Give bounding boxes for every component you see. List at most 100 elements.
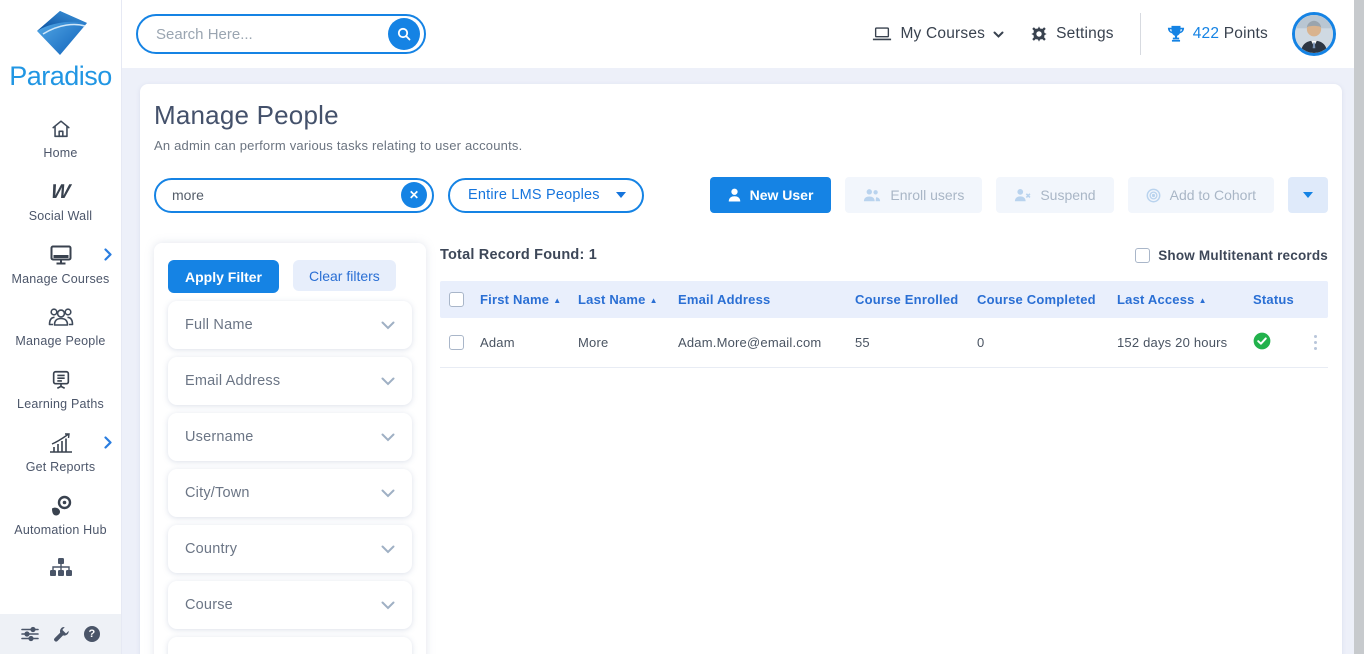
topbar-right: My Courses Settings 422 Points: [872, 12, 1336, 56]
my-courses-menu[interactable]: My Courses: [872, 25, 1004, 43]
sidebar-item-label: Social Wall: [28, 208, 93, 223]
row-menu-icon[interactable]: [1309, 334, 1320, 351]
search-icon: [397, 27, 411, 41]
points-value: 422: [1192, 25, 1220, 42]
multitenant-label: Show Multitenant records: [1158, 247, 1328, 263]
sidebar-item-learning-paths[interactable]: Learning Paths: [0, 359, 121, 422]
filter-section-username[interactable]: Username: [168, 413, 412, 461]
my-courses-label: My Courses: [900, 25, 986, 42]
sidebar-item-label: Get Reports: [25, 459, 96, 474]
results-header: Total Record Found: 1 Show Multitenant r…: [440, 247, 1328, 263]
sidebar-item-home[interactable]: Home: [0, 108, 121, 171]
multitenant-checkbox[interactable]: [1135, 247, 1151, 263]
sidebar-item-social-wall[interactable]: W Social Wall: [0, 171, 121, 234]
sidebar-item-hierarchy[interactable]: [0, 547, 121, 590]
sidebar-item-label: Automation Hub: [14, 522, 107, 537]
sort-asc-icon: ▲: [649, 296, 658, 305]
scope-dropdown[interactable]: Entire LMS Peoples: [448, 177, 644, 213]
clear-filters-button[interactable]: Clear filters: [293, 260, 396, 291]
clear-search-button[interactable]: ✕: [401, 182, 427, 208]
suspend-button[interactable]: Suspend: [996, 177, 1114, 213]
cell-last-name: More: [578, 335, 609, 350]
sitemap-icon: [49, 556, 73, 580]
learning-paths-icon: [50, 368, 72, 392]
sidebar-item-label: Home: [43, 146, 78, 160]
settings-label: Settings: [1056, 25, 1114, 42]
brand-name: Paradiso: [9, 61, 112, 91]
more-actions-button[interactable]: [1288, 177, 1328, 213]
filter-panel-buttons: Apply Filter Clear filters: [168, 260, 412, 293]
manage-courses-icon: [49, 243, 73, 267]
filter-section-label: City/Town: [185, 485, 250, 501]
sidebar-item-label: Manage Courses: [11, 271, 110, 286]
help-icon[interactable]: ?: [84, 626, 100, 642]
row-checkbox[interactable]: [448, 335, 464, 350]
cell-last-access: 152 days 20 hours: [1117, 335, 1228, 350]
settings-menu[interactable]: Settings: [1030, 25, 1114, 43]
results-area: Total Record Found: 1 Show Multitenant r…: [440, 243, 1328, 654]
filter-action-bar: ✕ Entire LMS Peoples New User Enroll use…: [154, 177, 1328, 213]
column-last-name[interactable]: Last Name ▲: [578, 292, 658, 307]
page-scrollbar[interactable]: [1354, 0, 1364, 654]
sidebar-item-manage-courses[interactable]: Manage Courses: [0, 234, 121, 297]
new-user-button[interactable]: New User: [709, 177, 832, 213]
topbar: My Courses Settings 422 Points: [122, 0, 1364, 68]
cohort-icon: [1146, 188, 1161, 202]
filter-panel: Apply Filter Clear filters Full Name Ema…: [154, 243, 426, 654]
people-search-input[interactable]: [172, 187, 401, 203]
global-search: [136, 14, 426, 54]
filter-section-full-name[interactable]: Full Name: [168, 301, 412, 349]
column-email-address[interactable]: Email Address: [678, 292, 771, 307]
select-all-checkbox[interactable]: [448, 292, 464, 307]
caret-down-icon: [616, 192, 626, 198]
users-group-icon: [864, 189, 881, 202]
enroll-users-button[interactable]: Enroll users: [845, 177, 983, 213]
column-course-enrolled[interactable]: Course Enrolled: [855, 292, 959, 307]
table-row[interactable]: Adam More Adam.More@email.com 55 0 152 d…: [440, 318, 1328, 368]
automation-hub-icon: [49, 494, 73, 518]
multitenant-toggle[interactable]: Show Multitenant records: [1135, 247, 1328, 263]
sidebar-item-automation-hub[interactable]: Automation Hub: [0, 485, 121, 548]
sidebar-item-label: Manage People: [15, 334, 106, 349]
global-search-input[interactable]: [156, 25, 388, 43]
add-to-cohort-label: Add to Cohort: [1169, 187, 1256, 203]
filter-section-label: Country: [185, 541, 238, 557]
apply-filter-button[interactable]: Apply Filter: [168, 260, 280, 293]
add-to-cohort-button[interactable]: Add to Cohort: [1127, 177, 1274, 213]
column-first-name[interactable]: First Name ▲: [480, 292, 562, 307]
status-active-icon: [1253, 332, 1271, 350]
caret-down-icon: [1303, 192, 1313, 198]
user-avatar[interactable]: [1292, 12, 1336, 56]
chevron-right-icon[interactable]: [104, 436, 112, 454]
chevron-down-icon: [381, 321, 395, 329]
chevron-down-icon: [993, 31, 1004, 38]
sidebar-item-get-reports[interactable]: Get Reports: [0, 422, 121, 485]
paradiso-logo-icon: [37, 11, 88, 55]
column-status[interactable]: Status: [1253, 292, 1294, 307]
filter-section-course[interactable]: Course: [168, 581, 412, 629]
brand-logo[interactable]: Paradiso: [9, 0, 112, 90]
filter-section-system-role[interactable]: System Role: [168, 637, 412, 654]
get-reports-icon: [48, 431, 74, 455]
column-course-completed[interactable]: Course Completed: [977, 292, 1096, 307]
chevron-right-icon[interactable]: [104, 247, 112, 266]
sort-asc-icon: ▲: [553, 296, 562, 305]
cell-email: Adam.More@email.com: [678, 335, 822, 350]
points-indicator[interactable]: 422 Points: [1167, 25, 1268, 43]
wrench-icon[interactable]: [53, 626, 70, 643]
filter-section-city-town[interactable]: City/Town: [168, 469, 412, 517]
tune-icon[interactable]: [21, 626, 39, 642]
filter-section-email-address[interactable]: Email Address: [168, 357, 412, 405]
sort-asc-icon: ▲: [1198, 296, 1207, 305]
lower-section: Apply Filter Clear filters Full Name Ema…: [154, 243, 1328, 654]
sidebar: Paradiso Home W Social Wall Manage Cours…: [0, 0, 122, 654]
scope-selected-value: Entire LMS Peoples: [468, 187, 600, 203]
filter-section-label: Full Name: [185, 317, 253, 333]
filter-section-country[interactable]: Country: [168, 525, 412, 573]
column-last-access[interactable]: Last Access ▲: [1117, 292, 1207, 307]
sidebar-item-manage-people[interactable]: Manage People: [0, 296, 121, 359]
search-button[interactable]: [388, 18, 420, 50]
filter-section-label: Course: [185, 597, 233, 613]
sidebar-footer: ?: [0, 614, 121, 654]
gear-icon: [1031, 26, 1047, 42]
